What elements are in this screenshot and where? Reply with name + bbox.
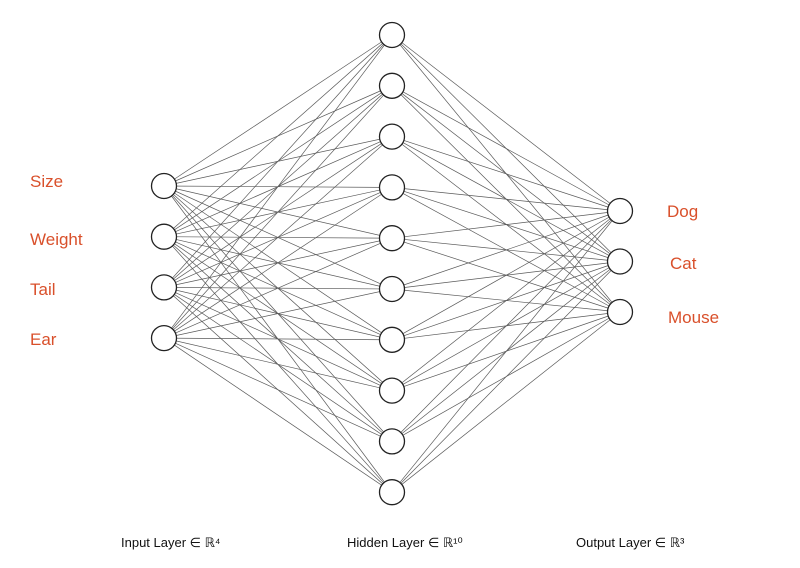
edge-hidden-8-to-output-1: [391, 210, 621, 391]
hidden-node-1: [378, 21, 406, 49]
edge-input-4-to-hidden-7: [163, 337, 393, 341]
edge-hidden-7-to-output-1: [391, 210, 621, 341]
hidden-node-3: [378, 123, 406, 150]
input-label-size: Size: [30, 172, 63, 191]
output-node-1: [606, 197, 634, 225]
hidden-node-8: [378, 377, 406, 404]
edge-hidden-1-to-output-1: [391, 34, 621, 212]
edge-input-4-to-hidden-4: [163, 187, 393, 339]
edge-hidden-10-to-output-3: [391, 311, 621, 493]
input-node-4: [150, 324, 178, 352]
hidden-node-6: [378, 275, 406, 303]
edge-hidden-10-to-output-2: [391, 261, 621, 493]
hidden-node-2: [378, 72, 406, 99]
edge-hidden-3-to-output-1: [391, 136, 621, 212]
edge-input-4-to-hidden-5: [163, 237, 393, 339]
edge-hidden-6-to-output-1: [391, 210, 621, 290]
input-label-weight: Weight: [30, 230, 83, 249]
hidden-node-4: [378, 174, 406, 201]
edge-input-4-to-hidden-6: [163, 288, 393, 339]
edge-input-3-to-hidden-1: [163, 34, 393, 288]
edge-hidden-2-to-output-1: [391, 85, 621, 212]
edge-input-4-to-hidden-9: [163, 337, 393, 442]
output-node-2: [606, 248, 634, 275]
output-label-mouse: Mouse: [668, 308, 719, 327]
edge-input-2-to-hidden-1: [163, 34, 393, 237]
input-node-2: [150, 223, 178, 250]
hidden-node-7: [378, 326, 406, 353]
input-label-tail: Tail: [30, 280, 56, 299]
edge-hidden-4-to-output-1: [391, 187, 621, 212]
caption-hidden-layer: Hidden Layer ∈ ℝ¹⁰: [347, 535, 463, 550]
hidden-node-5: [378, 225, 406, 252]
edge-input-4-to-hidden-2: [163, 85, 393, 339]
caption-input-layer: Input Layer ∈ ℝ⁴: [121, 535, 220, 550]
caption-output-layer: Output Layer ∈ ℝ³: [576, 535, 685, 550]
edge-input-1-to-hidden-1: [163, 34, 393, 187]
edge-hidden-9-to-output-1: [391, 210, 621, 442]
edge-hidden-5-to-output-1: [391, 210, 621, 239]
input-node-3: [150, 274, 178, 301]
output-label-cat: Cat: [670, 254, 697, 273]
edge-hidden-10-to-output-1: [391, 210, 621, 493]
hidden-node-9: [378, 428, 406, 455]
output-label-dog: Dog: [667, 202, 698, 221]
edge-input-4-to-hidden-10: [163, 337, 393, 493]
input-label-ear: Ear: [30, 330, 57, 349]
output-node-3: [606, 298, 634, 326]
hidden-node-10: [378, 479, 406, 506]
neurons: [150, 21, 634, 506]
input-node-1: [150, 172, 178, 200]
edge-input-4-to-hidden-3: [163, 136, 393, 339]
edge-input-4-to-hidden-1: [163, 34, 393, 339]
edge-input-4-to-hidden-8: [163, 337, 393, 391]
connections: [163, 34, 621, 493]
